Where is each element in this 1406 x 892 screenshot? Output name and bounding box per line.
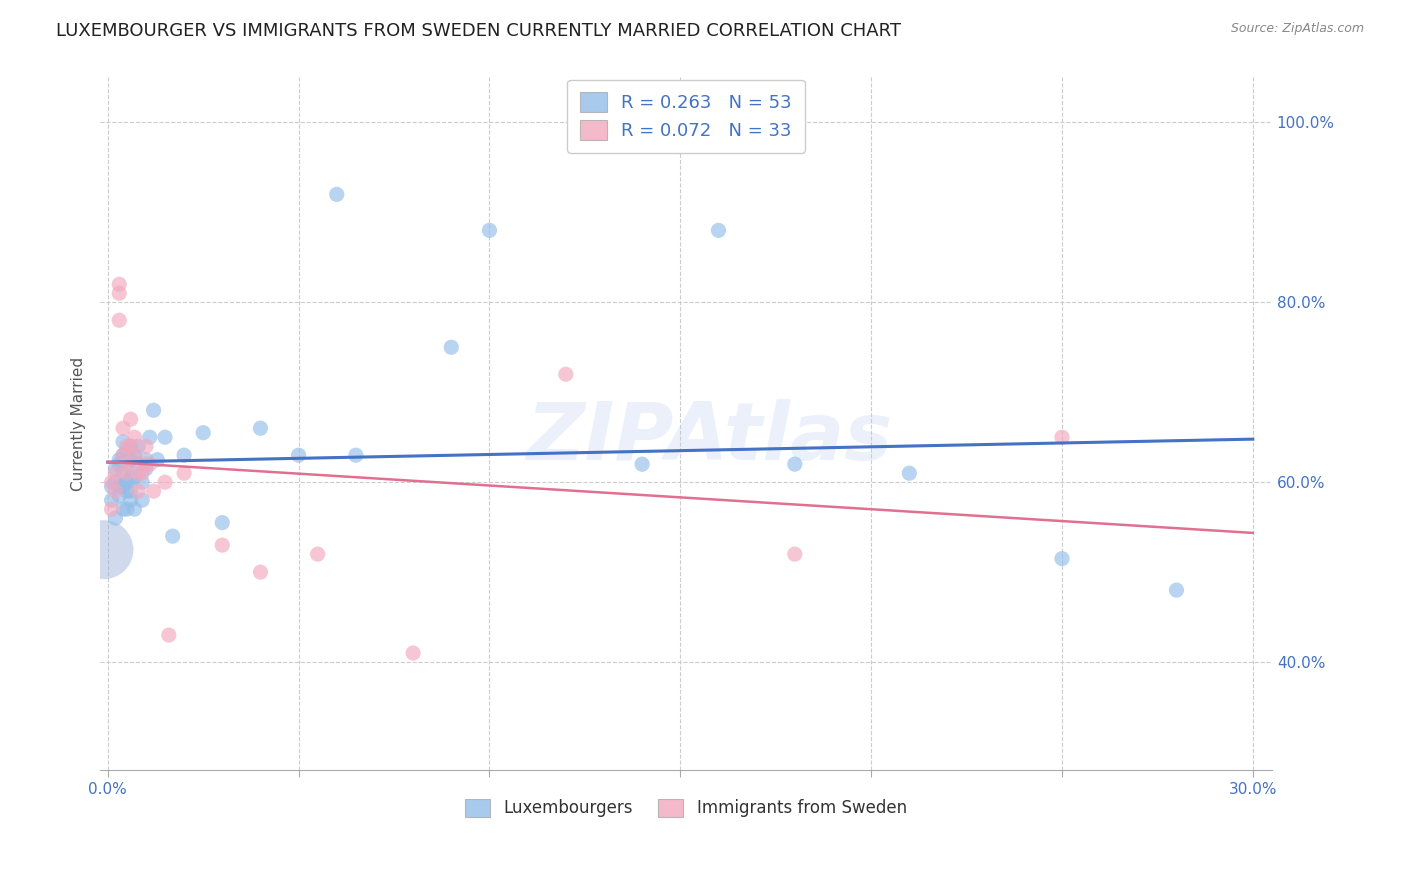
Point [108, 452, 131, 467]
Point [344, 448, 367, 462]
Point [127, 466, 149, 480]
Point [115, 466, 138, 480]
Point [249, 421, 271, 435]
Point [108, 286, 131, 301]
Point [108, 489, 131, 503]
Point [104, 511, 127, 525]
Point [707, 223, 730, 237]
Point [162, 529, 184, 543]
Point [115, 502, 138, 516]
Point [120, 439, 142, 453]
Point [104, 484, 127, 499]
Text: ZIPAtlas: ZIPAtlas [526, 399, 893, 476]
Point [124, 471, 146, 485]
Point [153, 430, 176, 444]
Point [478, 223, 501, 237]
Point [100, 502, 122, 516]
Point [131, 475, 153, 490]
Point [112, 502, 135, 516]
Point [193, 425, 215, 440]
Text: LUXEMBOURGER VS IMMIGRANTS FROM SWEDEN CURRENTLY MARRIED CORRELATION CHART: LUXEMBOURGER VS IMMIGRANTS FROM SWEDEN C… [56, 22, 901, 40]
Point [100, 480, 122, 494]
Point [1166, 583, 1188, 598]
Point [104, 461, 127, 475]
Point [139, 457, 162, 471]
Point [108, 457, 131, 471]
Point [153, 475, 176, 490]
Point [115, 475, 138, 490]
Point [402, 646, 425, 660]
Point [104, 475, 127, 490]
Point [249, 565, 271, 579]
Point [120, 452, 142, 467]
Point [211, 516, 233, 530]
Point [211, 538, 233, 552]
Point [135, 461, 157, 475]
Point [146, 452, 169, 467]
Point [631, 457, 654, 471]
Point [898, 466, 921, 480]
Point [127, 484, 149, 499]
Point [124, 448, 146, 462]
Point [112, 421, 135, 435]
Point [100, 475, 122, 490]
Point [108, 313, 131, 327]
Point [120, 484, 142, 499]
Point [120, 471, 142, 485]
Point [104, 466, 127, 480]
Point [124, 448, 146, 462]
Text: Source: ZipAtlas.com: Source: ZipAtlas.com [1230, 22, 1364, 36]
Point [112, 434, 135, 449]
Point [1050, 551, 1073, 566]
Point [127, 457, 149, 471]
Point [127, 439, 149, 453]
Point [142, 403, 165, 417]
Point [93, 542, 115, 557]
Point [100, 493, 122, 508]
Point [108, 277, 131, 292]
Point [173, 448, 195, 462]
Point [112, 448, 135, 462]
Point [120, 412, 142, 426]
Legend: Luxembourgers, Immigrants from Sweden: Luxembourgers, Immigrants from Sweden [458, 792, 914, 824]
Point [307, 547, 329, 561]
Point [124, 502, 146, 516]
Point [135, 439, 157, 453]
Point [108, 480, 131, 494]
Point [783, 547, 806, 561]
Point [120, 493, 142, 508]
Point [440, 340, 463, 354]
Point [157, 628, 180, 642]
Point [115, 443, 138, 458]
Point [135, 457, 157, 471]
Point [124, 430, 146, 444]
Y-axis label: Currently Married: Currently Married [72, 357, 86, 491]
Point [287, 448, 309, 462]
Point [326, 187, 349, 202]
Point [115, 439, 138, 453]
Point [783, 457, 806, 471]
Point [120, 439, 142, 453]
Point [112, 480, 135, 494]
Point [131, 493, 153, 508]
Point [112, 448, 135, 462]
Point [131, 466, 153, 480]
Point [112, 466, 135, 480]
Point [135, 452, 157, 467]
Point [139, 430, 162, 444]
Point [1050, 430, 1073, 444]
Point [142, 484, 165, 499]
Point [115, 457, 138, 471]
Point [115, 457, 138, 471]
Point [115, 484, 138, 499]
Point [554, 368, 576, 382]
Point [173, 466, 195, 480]
